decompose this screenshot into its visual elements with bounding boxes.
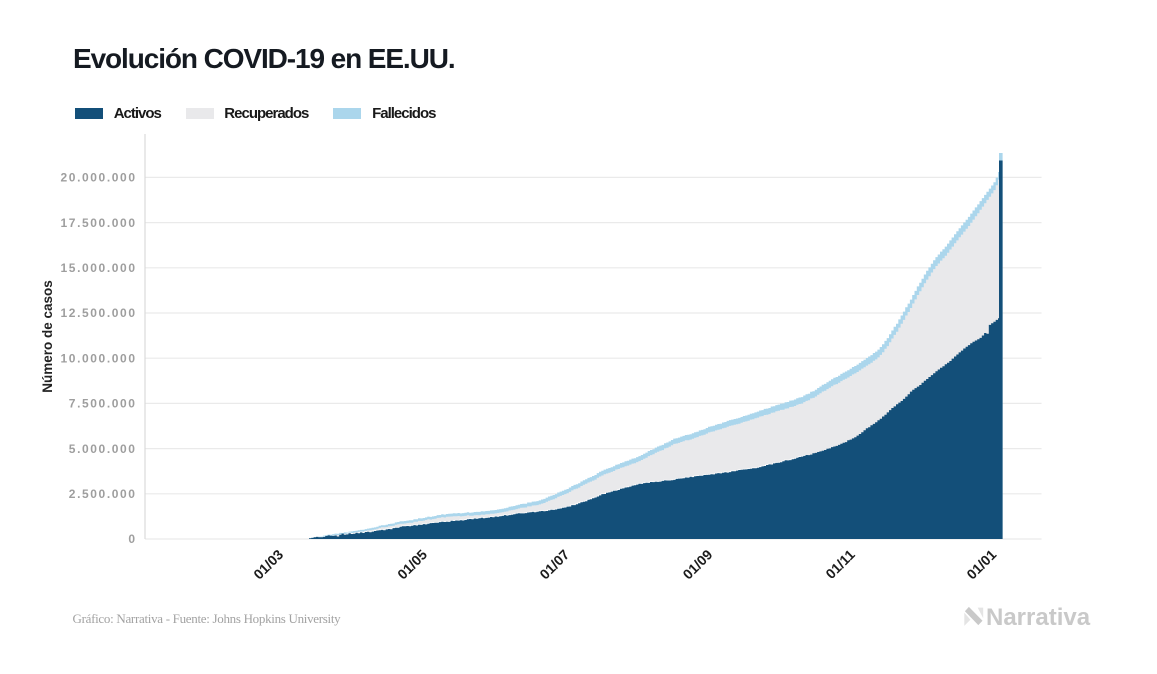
- svg-text:01/05: 01/05: [394, 546, 430, 582]
- svg-text:7.500.000: 7.500.000: [69, 397, 137, 411]
- svg-text:Número de casos: Número de casos: [40, 280, 55, 393]
- svg-text:10.000.000: 10.000.000: [61, 351, 137, 365]
- svg-text:2.500.000: 2.500.000: [69, 487, 137, 501]
- svg-text:0: 0: [128, 532, 136, 546]
- svg-text:5.000.000: 5.000.000: [69, 442, 137, 456]
- svg-text:17.500.000: 17.500.000: [61, 216, 137, 230]
- svg-text:01/03: 01/03: [250, 546, 286, 582]
- svg-text:20.000.000: 20.000.000: [61, 171, 137, 185]
- svg-text:15.000.000: 15.000.000: [61, 261, 137, 275]
- svg-text:01/11: 01/11: [822, 546, 858, 582]
- svg-text:01/01: 01/01: [963, 546, 999, 582]
- svg-text:12.500.000: 12.500.000: [61, 306, 137, 320]
- svg-text:01/07: 01/07: [536, 546, 572, 582]
- svg-text:01/09: 01/09: [679, 546, 715, 582]
